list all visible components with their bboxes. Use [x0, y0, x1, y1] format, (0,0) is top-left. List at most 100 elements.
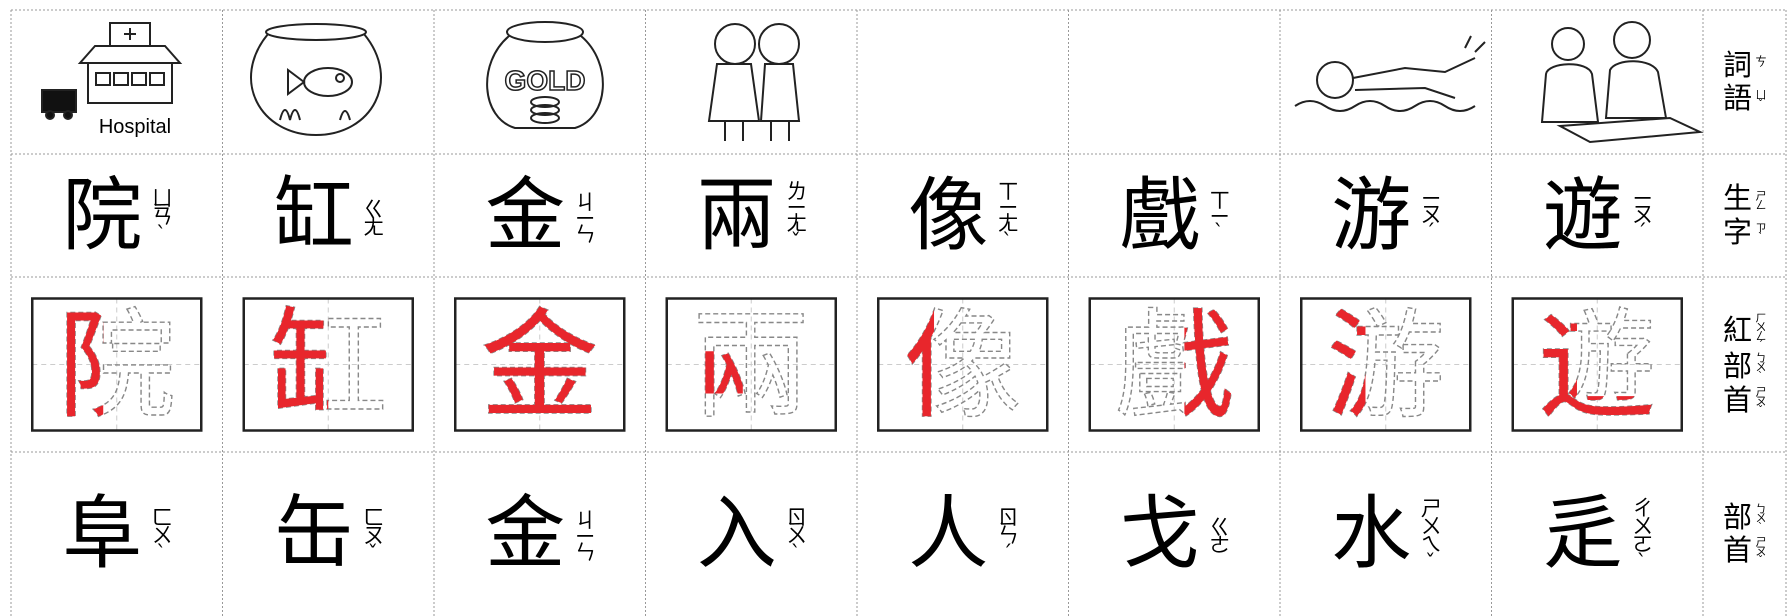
zhuyin: ㄔㄨㄛˋ	[1629, 496, 1654, 572]
row-label: 生ㄕㄥ字ㄗˋ	[1703, 154, 1787, 277]
practice-outline: 缸	[269, 297, 387, 435]
row-label-item: 語ㄩˇ	[1723, 81, 1768, 115]
practice-radical: 像	[904, 297, 1022, 435]
row-label-char: 紅	[1723, 313, 1753, 348]
row-label-item: 首ㄕㄡˇ	[1723, 382, 1768, 417]
zhuyin: ㄩㄢˋ	[149, 187, 174, 244]
character: 戈	[1119, 487, 1200, 580]
row-label-zhuyin: ㄘˊ	[1754, 55, 1768, 76]
zhuyin: ㄐㄧㄣ	[572, 190, 597, 241]
zhuyin: ㄌㄧㄤˇ	[783, 180, 808, 251]
character-cell: 戲ㄒㄧˋ	[1069, 154, 1281, 277]
row-label-char: 語	[1723, 81, 1753, 115]
radical-cell: 人ㄖㄣˊ	[857, 452, 1069, 616]
character: 阜	[62, 487, 143, 580]
row-label-zhuyin: ㄕㄡˇ	[1754, 385, 1768, 415]
zhuyin: ㄕㄨㄟˇ	[1418, 496, 1443, 572]
zhuyin: ㄈㄨˋ	[149, 505, 174, 563]
row-label-char: 部	[1723, 349, 1753, 384]
character-cell: 兩ㄌㄧㄤˇ	[646, 154, 858, 277]
row-label-char: 部	[1723, 499, 1753, 534]
row-label: 詞ㄘˊ 語ㄩˇ	[1703, 10, 1787, 154]
practice-outline: 兩	[692, 297, 810, 435]
radical-cell: 缶ㄈㄡˇ	[223, 452, 435, 616]
row-label: 紅ㄏㄨㄥˊ 部ㄅㄨˋ 首ㄕㄡˇ	[1703, 277, 1787, 452]
practice-box	[31, 297, 203, 432]
zhuyin: ㄐㄧㄣ	[572, 509, 597, 559]
zhuyin: ㄧㄡˊ	[1629, 189, 1654, 242]
row-label-item: 首ㄕㄡˇ	[1723, 533, 1768, 567]
zhuyin: ㄍㄜ	[1206, 516, 1231, 552]
gold-label: GOLD	[505, 65, 586, 96]
row-label-zhuyin: ㄕㄥ	[1754, 189, 1768, 208]
row-label-item: 部ㄅㄨˋ	[1723, 349, 1768, 384]
practice-outline: 像	[904, 297, 1022, 435]
practice-radical: 缸	[269, 297, 387, 435]
character: 戲	[1119, 168, 1200, 262]
character: 游	[1331, 168, 1412, 262]
hospital-picture: Hospital	[41, 22, 183, 138]
practice-outline: 遊	[1538, 297, 1656, 435]
zhuyin: ㄖㄨˋ	[783, 505, 808, 563]
character: 像	[908, 168, 989, 262]
row-label-char: 生	[1723, 181, 1753, 216]
row-label-char: 首	[1723, 382, 1753, 417]
character: 缶	[273, 487, 354, 580]
character-cell: 金ㄐㄧㄣ	[434, 154, 646, 277]
row-label-zhuyin: ㄏㄨㄥˊ	[1754, 312, 1768, 351]
row-label-zhuyin: ㄩˇ	[1754, 88, 1768, 109]
radical-cell: 水ㄕㄨㄟˇ	[1280, 452, 1492, 616]
practice-radical: 戲	[1115, 297, 1233, 435]
character: 人	[908, 487, 989, 580]
practice-box	[877, 297, 1049, 432]
character-cell: 遊ㄧㄡˊ	[1492, 154, 1704, 277]
row-label-zhuyin: ㄕㄡˇ	[1754, 536, 1768, 566]
character-cell: 院ㄩㄢˋ	[11, 154, 223, 277]
practice-radical: 游	[1327, 297, 1445, 435]
girls-picture	[707, 23, 801, 141]
character: 缸	[273, 168, 354, 262]
practice-outline: 戲	[1115, 297, 1233, 435]
character: 金	[485, 168, 566, 262]
practice-box	[1300, 297, 1472, 432]
practice-box	[1088, 297, 1260, 432]
zhuyin: ㄖㄣˊ	[995, 505, 1020, 563]
row-label-item: 部ㄅㄨˋ	[1723, 499, 1767, 534]
hospital-label: Hospital	[99, 116, 171, 138]
row-label-char: 字	[1723, 214, 1753, 249]
row-label-zhuyin: ㄗˋ	[1754, 222, 1768, 243]
row-label-zhuyin: ㄅㄨˋ	[1754, 352, 1768, 382]
row-label-item: 紅ㄏㄨㄥˊ	[1723, 312, 1768, 351]
character: 遊	[1542, 168, 1623, 262]
fishbowl-picture	[250, 23, 382, 137]
character: 辵	[1542, 487, 1623, 580]
radical-cell: 阜ㄈㄨˋ	[11, 452, 223, 616]
character: 院	[62, 168, 143, 262]
practice-outline: 金	[481, 297, 599, 435]
zhuyin: ㄧㄡˊ	[1418, 189, 1443, 242]
radical-cell: 金ㄐㄧㄣ	[434, 452, 646, 616]
practice-box	[242, 297, 414, 432]
practice-radical: 金	[481, 297, 599, 435]
practice-outline: 游	[1327, 297, 1445, 435]
zhuyin: ㄍㄤ	[360, 197, 385, 234]
radical-cell: 戈ㄍㄜ	[1069, 452, 1281, 616]
practice-box	[665, 297, 837, 432]
row-label-item: 生ㄕㄥ	[1723, 181, 1768, 216]
character: 水	[1331, 487, 1412, 580]
character-cell: 缸ㄍㄤ	[223, 154, 435, 277]
row-label-char: 首	[1723, 533, 1753, 567]
row-label: 部ㄅㄨˋ 首ㄕㄡˇ	[1703, 452, 1787, 616]
row-label-char: 詞	[1723, 47, 1753, 82]
radical-cell: 入ㄖㄨˋ	[646, 452, 858, 616]
character: 入	[696, 487, 777, 580]
radical-cell: 辵ㄔㄨㄛˋ	[1492, 452, 1704, 616]
zhuyin: ㄒㄧㄤˋ	[995, 180, 1020, 251]
character: 兩	[696, 168, 777, 262]
zhuyin: ㄈㄡˇ	[360, 505, 385, 563]
practice-box	[1511, 297, 1683, 432]
practice-radical: 兩	[692, 297, 810, 435]
zhuyin: ㄒㄧˋ	[1206, 189, 1231, 242]
